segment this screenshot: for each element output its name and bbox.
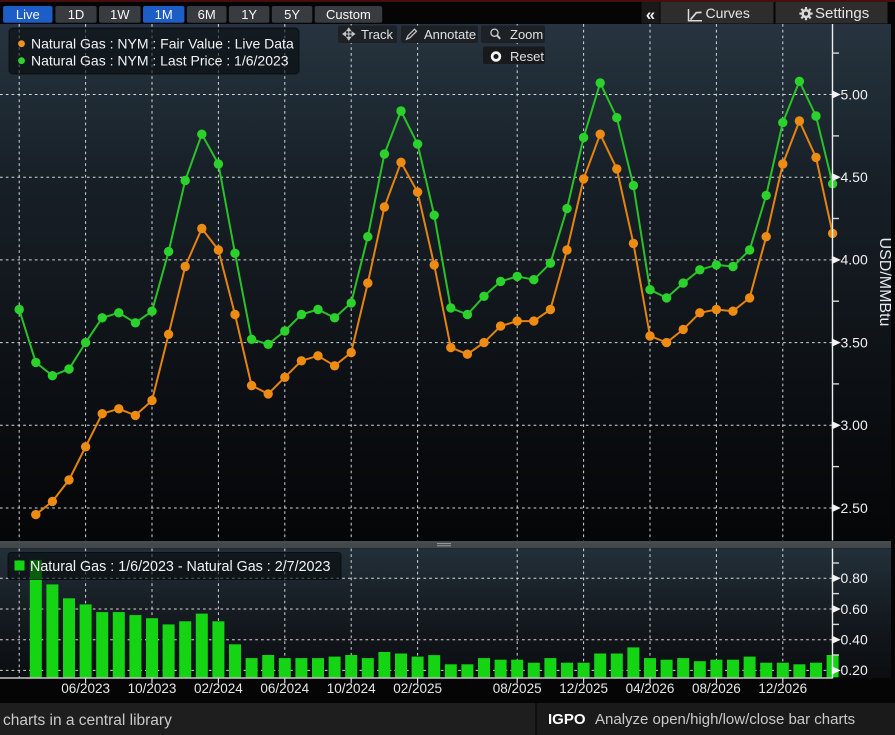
svg-text:3.50: 3.50 bbox=[841, 334, 868, 350]
svg-text:Natural Gas : 1/6/2023 - Natur: Natural Gas : 1/6/2023 - Natural Gas : 2… bbox=[30, 559, 330, 575]
svg-text:04/2026: 04/2026 bbox=[626, 681, 675, 696]
svg-text:06/2024: 06/2024 bbox=[260, 681, 309, 696]
svg-text:IGPO: IGPO bbox=[548, 711, 586, 728]
svg-text:0.80: 0.80 bbox=[841, 570, 868, 586]
svg-text:0.40: 0.40 bbox=[841, 632, 868, 648]
svg-text:08/2025: 08/2025 bbox=[493, 681, 542, 696]
svg-text:1Y: 1Y bbox=[241, 7, 257, 22]
svg-text:Reset: Reset bbox=[510, 49, 544, 64]
svg-text:Track: Track bbox=[361, 27, 394, 42]
svg-text:10/2024: 10/2024 bbox=[327, 681, 376, 696]
svg-text:Natural Gas : NYM : Last Price: Natural Gas : NYM : Last Price : 1/6/202… bbox=[31, 52, 289, 68]
svg-text:0.60: 0.60 bbox=[841, 601, 868, 617]
svg-text:Analyze open/high/low/close ba: Analyze open/high/low/close bar charts bbox=[595, 711, 855, 728]
svg-text:06/2023: 06/2023 bbox=[61, 681, 110, 696]
svg-text:02/2025: 02/2025 bbox=[393, 681, 442, 696]
svg-text:5Y: 5Y bbox=[284, 7, 300, 22]
svg-text:1D: 1D bbox=[68, 7, 85, 22]
svg-text:12/2025: 12/2025 bbox=[559, 681, 608, 696]
svg-text:Curves: Curves bbox=[706, 5, 750, 21]
svg-text:1M: 1M bbox=[155, 7, 173, 22]
svg-text:Annotate: Annotate bbox=[424, 27, 476, 42]
svg-text:«: « bbox=[646, 5, 655, 24]
svg-text:3.00: 3.00 bbox=[841, 417, 868, 433]
svg-text:USD/MMBtu: USD/MMBtu bbox=[876, 238, 893, 327]
svg-text:0.20: 0.20 bbox=[841, 662, 868, 678]
svg-text:Zoom: Zoom bbox=[510, 27, 543, 42]
svg-text:Natural Gas : NYM : Fair Value: Natural Gas : NYM : Fair Value : Live Da… bbox=[31, 35, 294, 51]
svg-text:08/2026: 08/2026 bbox=[692, 681, 741, 696]
svg-text:charts in a central library: charts in a central library bbox=[3, 712, 172, 729]
svg-text:Settings: Settings bbox=[815, 5, 869, 22]
svg-text:02/2024: 02/2024 bbox=[194, 681, 243, 696]
svg-text:5.00: 5.00 bbox=[841, 86, 868, 102]
svg-text:12/2026: 12/2026 bbox=[758, 681, 807, 696]
svg-text:Custom: Custom bbox=[326, 7, 371, 22]
svg-text:10/2023: 10/2023 bbox=[128, 681, 177, 696]
svg-text:4.50: 4.50 bbox=[841, 169, 868, 185]
svg-text:6M: 6M bbox=[198, 7, 216, 22]
svg-text:4.00: 4.00 bbox=[841, 252, 868, 268]
svg-text:Live: Live bbox=[16, 7, 40, 22]
svg-text:2.50: 2.50 bbox=[841, 500, 868, 516]
svg-text:1W: 1W bbox=[110, 7, 130, 22]
